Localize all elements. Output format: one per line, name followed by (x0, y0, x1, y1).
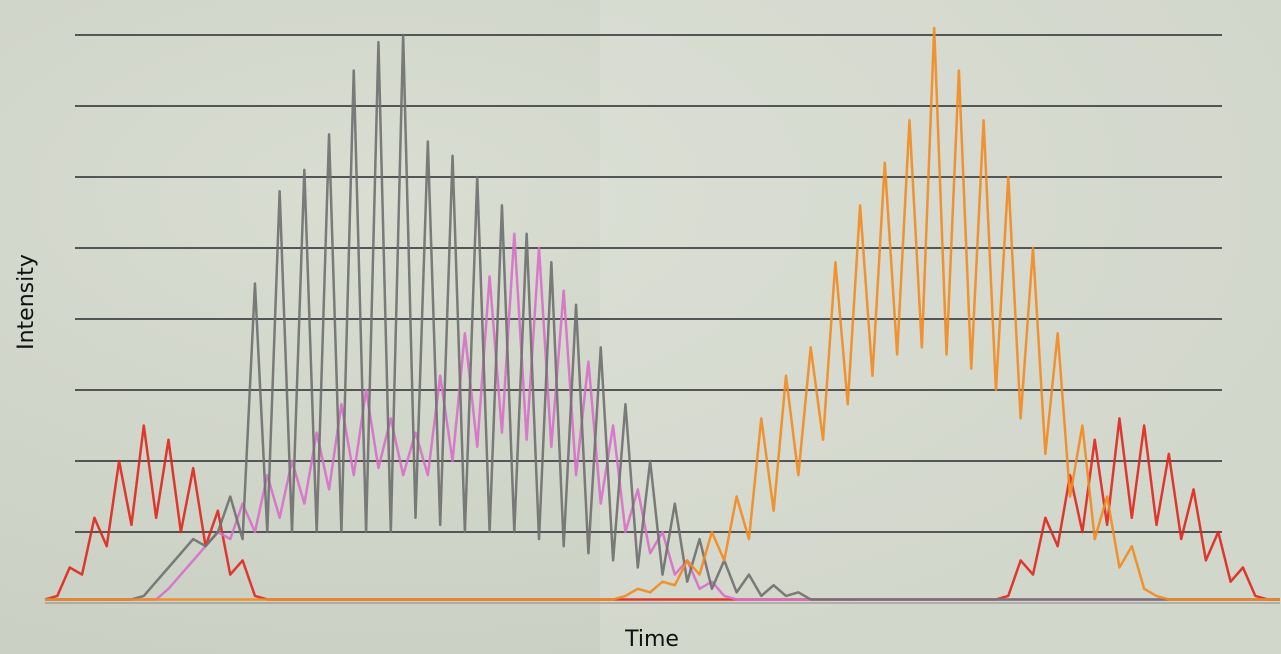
background-haze (600, 0, 1281, 654)
x-axis-title: Time (624, 627, 679, 652)
chart: Intensity Time (0, 0, 1281, 654)
y-axis-title: Intensity (14, 254, 39, 350)
